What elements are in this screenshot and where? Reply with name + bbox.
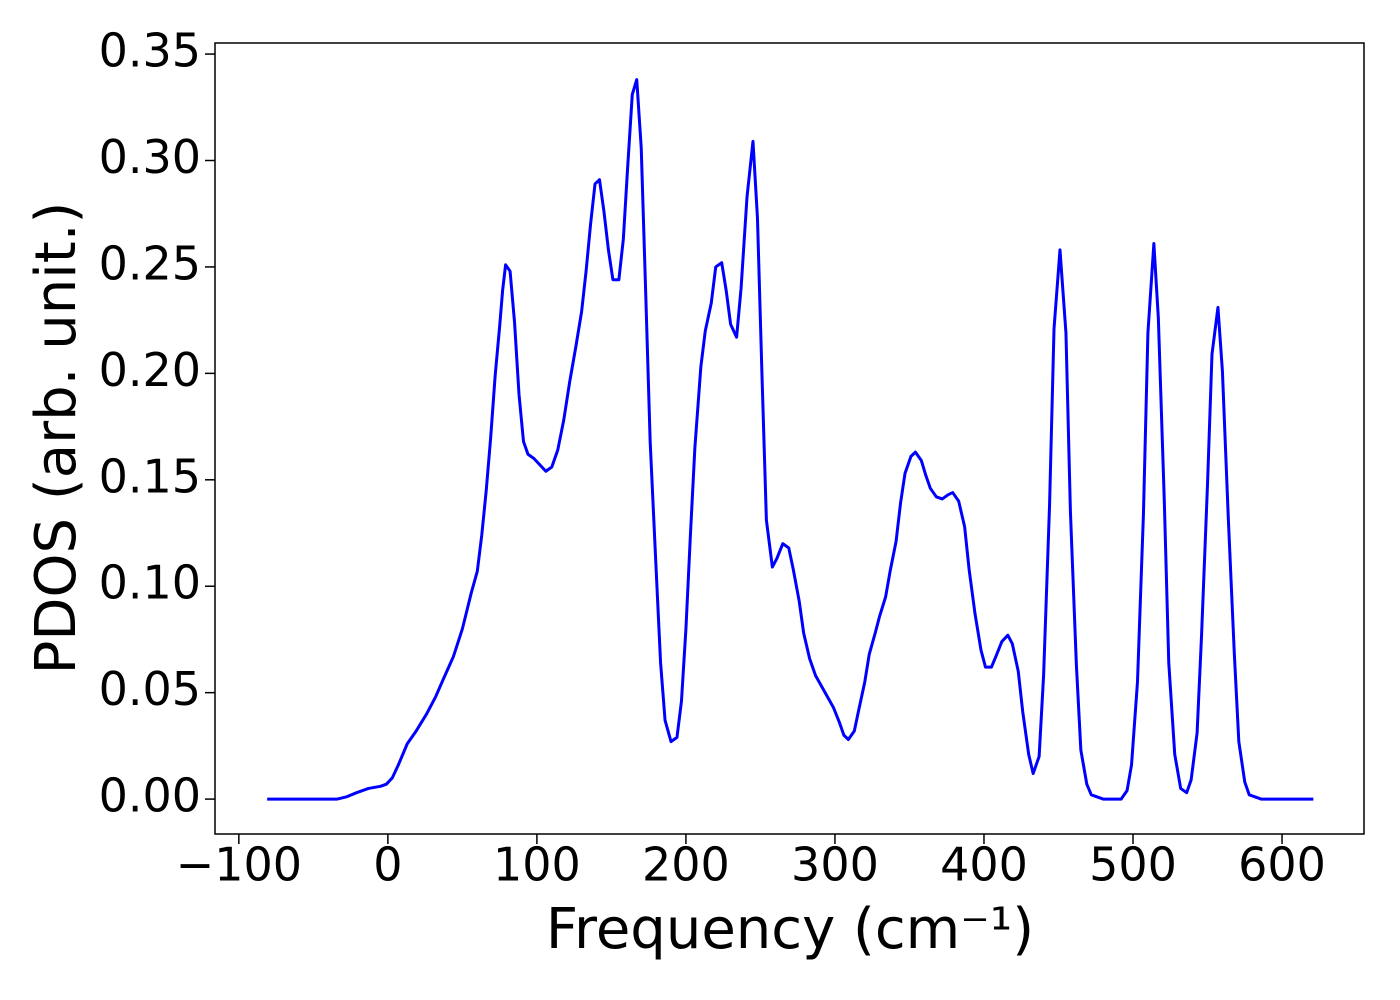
x-tick-label: 400 bbox=[940, 838, 1028, 892]
y-tick-label: 0.15 bbox=[99, 449, 201, 503]
x-tick-label: 300 bbox=[791, 838, 879, 892]
y-tick-label: 0.30 bbox=[99, 130, 201, 184]
y-tick-label: 0.25 bbox=[99, 236, 201, 290]
data-line bbox=[267, 78, 1314, 801]
x-axis-label: Frequency (cm⁻¹) bbox=[546, 897, 1034, 962]
y-tick-label: 0.10 bbox=[99, 556, 201, 610]
y-axis-label: PDOS (arb. unit.) bbox=[24, 202, 89, 675]
x-tick-label: 100 bbox=[493, 838, 581, 892]
x-tick-label: 600 bbox=[1238, 838, 1326, 892]
x-tick-label: 500 bbox=[1089, 838, 1177, 892]
y-tick-label: 0.05 bbox=[99, 662, 201, 716]
x-tick-label: −100 bbox=[176, 838, 302, 892]
y-tick-label: 0.20 bbox=[99, 343, 201, 397]
x-tick-label: 200 bbox=[642, 838, 730, 892]
plot-frame bbox=[214, 42, 1365, 835]
y-tick-label: 0.00 bbox=[99, 769, 201, 823]
y-tick-label: 0.35 bbox=[99, 24, 201, 78]
x-tick-label: 0 bbox=[373, 838, 402, 892]
